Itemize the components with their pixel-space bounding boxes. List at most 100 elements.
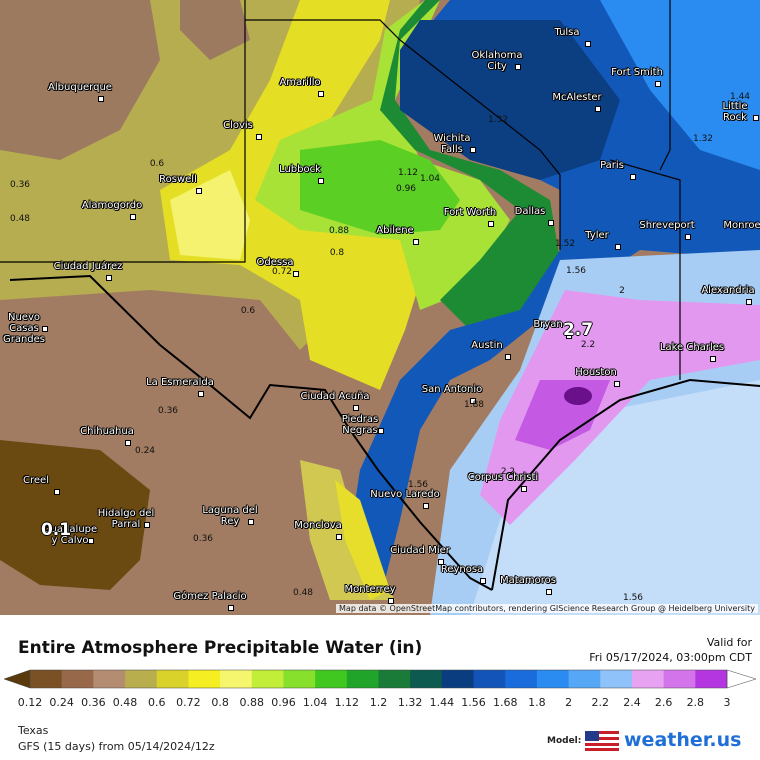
city-label: Clovis bbox=[223, 120, 253, 131]
legend-title: Entire Atmosphere Precipitable Water (in… bbox=[18, 638, 423, 658]
colorbar-segment bbox=[378, 670, 411, 688]
colorbar-segment bbox=[473, 670, 506, 688]
contour-label: 0.6 bbox=[149, 159, 165, 169]
region: Texas bbox=[18, 724, 49, 737]
colorbar-label: 3 bbox=[724, 696, 731, 709]
contour-label: 1.52 bbox=[554, 239, 576, 249]
colorbar-label: 1.04 bbox=[303, 696, 328, 709]
colorbar-segment bbox=[188, 670, 221, 688]
colorbar-label: 2.6 bbox=[655, 696, 673, 709]
contour-label: 1.44 bbox=[729, 92, 751, 102]
colorbar-under bbox=[3, 669, 31, 689]
colorbar-label: 2.2 bbox=[592, 696, 610, 709]
city-label: Creel bbox=[23, 475, 49, 486]
colorbar-segment bbox=[30, 670, 63, 688]
contour-label: 0.88 bbox=[328, 226, 350, 236]
colorbar-segment bbox=[283, 670, 316, 688]
city-marker bbox=[470, 398, 476, 404]
city-marker bbox=[42, 326, 48, 332]
city-marker bbox=[125, 440, 131, 446]
colorbar-label: 2 bbox=[565, 696, 572, 709]
city-label: Paris bbox=[600, 160, 624, 171]
contour-label: 0.36 bbox=[157, 406, 179, 416]
contour-label: 0.48 bbox=[292, 588, 314, 598]
city-label: Oklahoma City bbox=[471, 50, 523, 72]
city-label: Albuquerque bbox=[48, 82, 112, 93]
model-label: Model: bbox=[547, 736, 582, 746]
contour-label: 0.72 bbox=[271, 267, 293, 277]
model-run: GFS (15 days) from 05/14/2024/12z bbox=[18, 740, 215, 753]
city-marker bbox=[144, 522, 150, 528]
city-marker bbox=[480, 578, 486, 584]
city-label: Reynosa bbox=[440, 564, 484, 575]
city-marker bbox=[196, 188, 202, 194]
city-label: Amarillo bbox=[279, 77, 321, 88]
city-marker bbox=[470, 147, 476, 153]
colorbar-label: 2.4 bbox=[623, 696, 641, 709]
city-marker bbox=[318, 91, 324, 97]
city-marker bbox=[655, 81, 661, 87]
city-marker bbox=[566, 333, 572, 339]
city-label: Dallas bbox=[514, 206, 546, 217]
contour-label: 0.96 bbox=[395, 184, 417, 194]
colorbar-segment bbox=[568, 670, 601, 688]
city-marker bbox=[515, 64, 521, 70]
city-marker bbox=[438, 559, 444, 565]
colorbar-label: 0.24 bbox=[49, 696, 74, 709]
contour-label: 0.6 bbox=[240, 306, 256, 316]
colorbar-segment bbox=[600, 670, 633, 688]
city-label: Ciudad Acuña bbox=[300, 391, 370, 402]
extreme-label: 0.1 bbox=[40, 520, 72, 540]
city-marker bbox=[353, 405, 359, 411]
city-label: La Esmeralda bbox=[146, 377, 214, 388]
contour-label: 0.8 bbox=[329, 248, 345, 258]
city-label: Ciudad Mier bbox=[390, 545, 450, 556]
city-marker bbox=[98, 96, 104, 102]
city-label: Nuevo Casas Grandes bbox=[2, 312, 46, 345]
city-marker bbox=[521, 486, 527, 492]
city-marker bbox=[746, 299, 752, 305]
city-label: Monclova bbox=[294, 520, 342, 531]
colorbar-segment bbox=[410, 670, 443, 688]
city-marker bbox=[710, 356, 716, 362]
city-marker bbox=[595, 106, 601, 112]
colorbar-segment bbox=[125, 670, 158, 688]
colorbar-label: 2.8 bbox=[687, 696, 705, 709]
city-marker bbox=[585, 41, 591, 47]
city-marker bbox=[614, 381, 620, 387]
city-marker bbox=[256, 134, 262, 140]
colorbar-label: 1.56 bbox=[461, 696, 486, 709]
colorbar-segment bbox=[441, 670, 475, 688]
city-marker bbox=[318, 178, 324, 184]
contour-label: 1.04 bbox=[419, 174, 441, 184]
colorbar-segment bbox=[695, 670, 728, 688]
contour-label: 1.12 bbox=[397, 168, 419, 178]
contour-label: 2.2 bbox=[580, 340, 596, 350]
city-label: Lake Charles bbox=[659, 342, 725, 353]
colorbar-label: 0.12 bbox=[18, 696, 43, 709]
city-label: Houston bbox=[575, 367, 617, 378]
city-marker bbox=[546, 589, 552, 595]
contour-label: 0.36 bbox=[9, 180, 31, 190]
flag bbox=[585, 731, 619, 751]
city-marker bbox=[198, 391, 204, 397]
city-label: Fort Worth bbox=[443, 207, 497, 218]
city-label: Monroe bbox=[723, 220, 760, 231]
city-marker bbox=[423, 503, 429, 509]
city-marker bbox=[685, 234, 691, 240]
colorbar-over bbox=[726, 669, 757, 689]
city-marker bbox=[130, 214, 136, 220]
city-marker bbox=[106, 275, 112, 281]
city-marker bbox=[388, 598, 394, 604]
contour-label: 1.56 bbox=[565, 266, 587, 276]
attribution: Map data © OpenStreetMap contributors, r… bbox=[336, 604, 758, 613]
city-marker bbox=[336, 534, 342, 540]
city-marker bbox=[248, 519, 254, 525]
colorbar-label: 0.6 bbox=[148, 696, 166, 709]
city-label: McAlester bbox=[552, 92, 602, 103]
colorbar-segment bbox=[251, 670, 284, 688]
city-label: Little Rock bbox=[722, 101, 748, 123]
colorbar-label: 0.8 bbox=[211, 696, 229, 709]
city-marker bbox=[548, 220, 554, 226]
